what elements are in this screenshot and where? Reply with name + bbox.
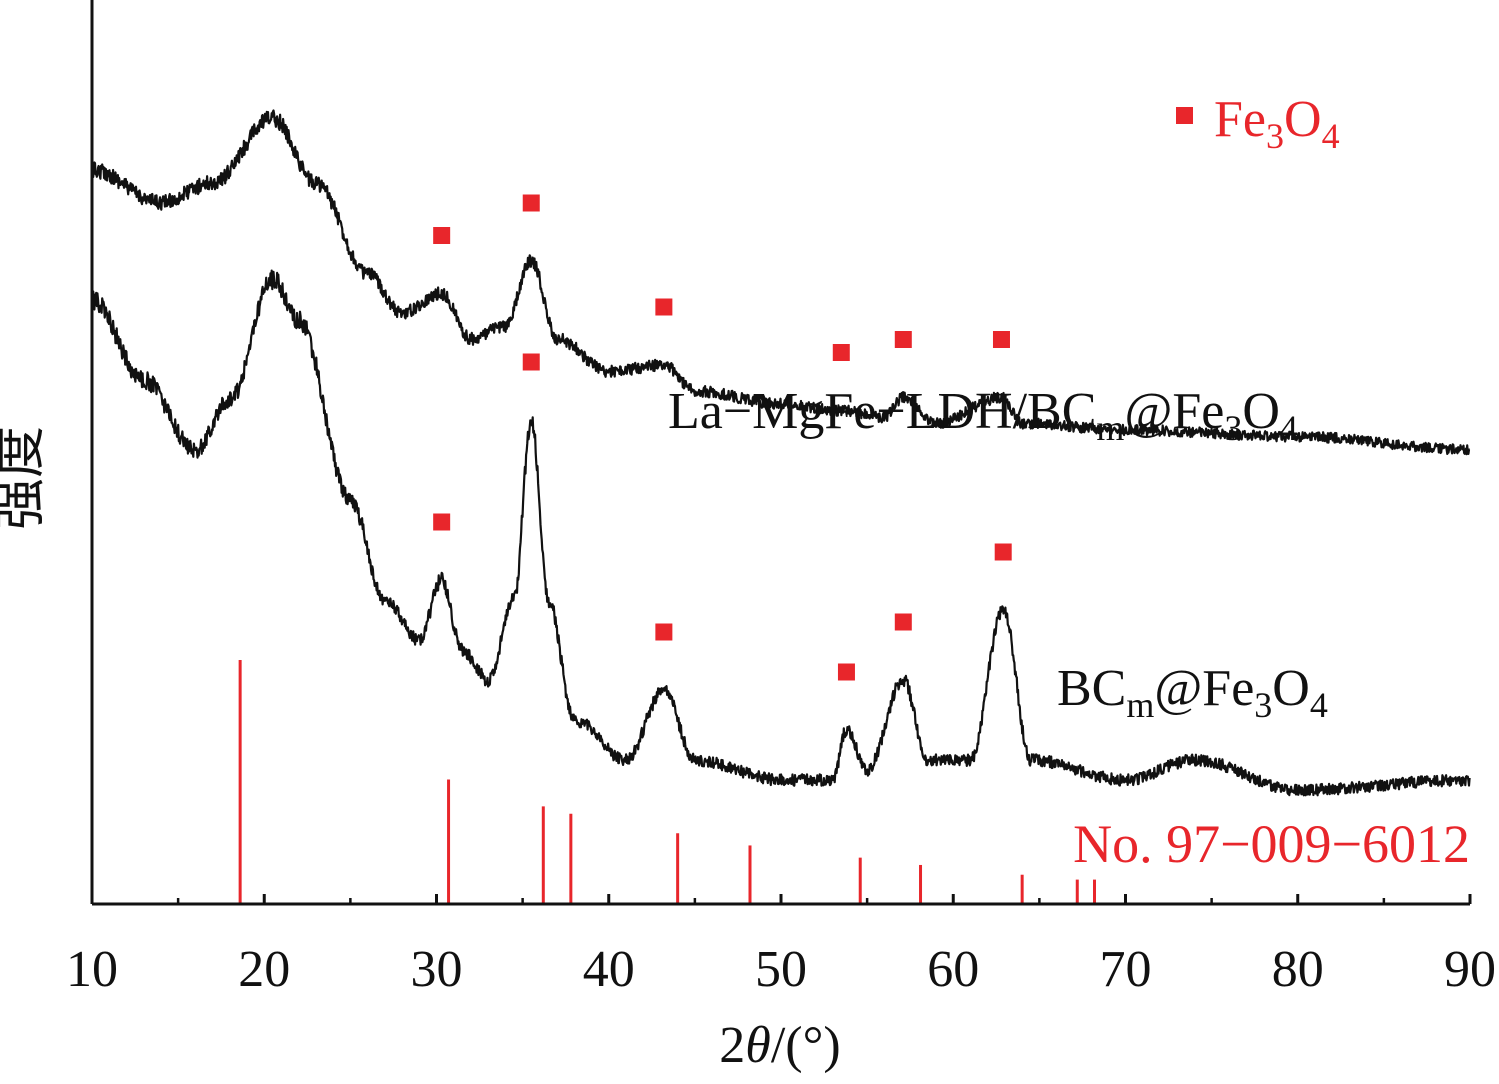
x-tick-label-10: 10 (66, 941, 118, 998)
peak-marker-lower-3 (837, 663, 855, 681)
series-trace-upper (90, 109, 1471, 456)
legend: Fe3O4 (1176, 91, 1340, 156)
peak-marker-lower-5 (994, 543, 1012, 561)
x-axis-ticks: 10 20 30 40 50 60 70 80 90 (66, 894, 1496, 998)
peak-marker-upper-0 (433, 227, 451, 244)
plot-area (90, 109, 1471, 904)
x-tick-label-80: 80 (1272, 941, 1324, 998)
axes (90, 0, 1470, 906)
series-trace-lower (91, 269, 1471, 797)
legend-marker (1176, 107, 1193, 124)
x-tick-label-90: 90 (1444, 941, 1496, 998)
x-axis-title: 2θ/(°) (719, 1017, 840, 1074)
series-label-upper: La−MgFe−LDH/BCm@Fe3O4 (668, 383, 1298, 448)
y-axis-title: 强度 (0, 426, 51, 530)
x-tick-label-70: 70 (1100, 941, 1152, 998)
reference-label: No. 97−009−6012 (1073, 814, 1470, 874)
peak-marker-lower-4 (894, 613, 912, 631)
peak-marker-upper-1 (522, 194, 540, 212)
peak-marker-lower-2 (655, 623, 673, 641)
legend-label: Fe3O4 (1214, 91, 1340, 156)
series-label-lower: BCm@Fe3O4 (1057, 660, 1328, 725)
peak-marker-upper-3 (832, 344, 850, 361)
x-tick-label-40: 40 (583, 941, 635, 998)
peak-marker-lower-1 (522, 353, 540, 371)
peak-marker-upper-4 (894, 331, 912, 348)
peak-marker-lower-0 (433, 513, 451, 531)
x-tick-label-30: 30 (411, 941, 463, 998)
x-tick-label-20: 20 (238, 941, 290, 998)
peak-marker-upper-2 (655, 298, 673, 316)
x-tick-label-60: 60 (927, 941, 979, 998)
x-tick-label-50: 50 (755, 941, 807, 998)
peak-marker-upper-5 (992, 331, 1010, 348)
